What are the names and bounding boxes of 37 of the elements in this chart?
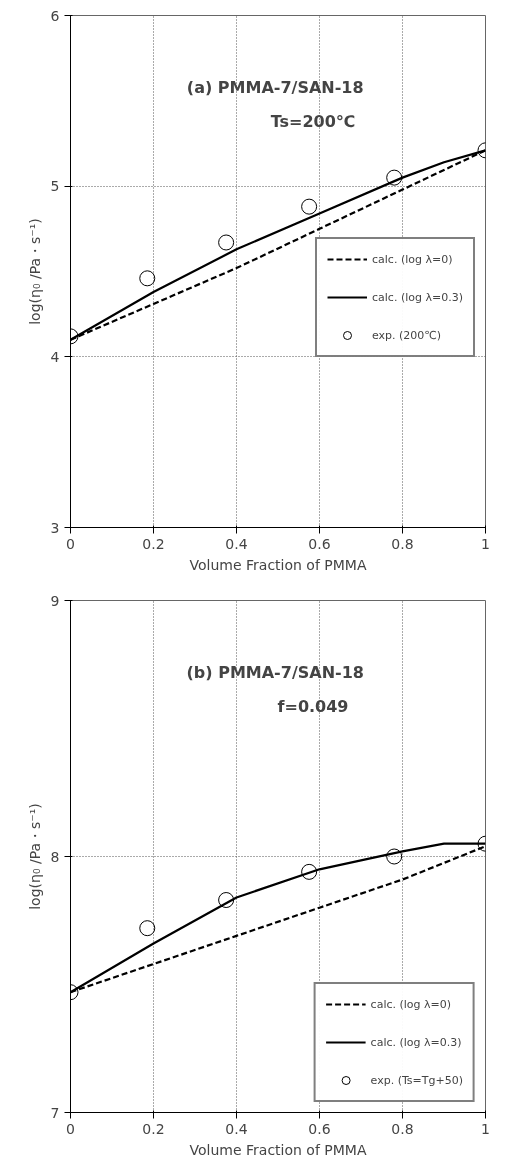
x-tick-label: 0.6: [308, 535, 331, 552]
y-tick-label: 9: [50, 592, 60, 609]
x-axis-title: Volume Fraction of PMMA: [189, 1141, 367, 1158]
x-tick-label: 0.8: [391, 535, 414, 552]
x-tick-label: 0.2: [142, 535, 165, 552]
point: [301, 863, 318, 880]
x-tick-label: 0.4: [225, 1120, 248, 1137]
annotation: (a) PMMA-7/SAN-18: [186, 78, 364, 98]
annotation: Ts=200℃: [270, 111, 356, 131]
x-tick-label: 0: [66, 1120, 75, 1137]
point: [218, 234, 235, 251]
y-tick-label: 6: [50, 7, 60, 24]
x-axis-title: Volume Fraction of PMMA: [189, 556, 367, 573]
y-tick-label: 7: [50, 1104, 60, 1121]
legend-label: calc. (log λ=0): [370, 997, 452, 1011]
legend-label: exp. (200℃): [372, 328, 441, 342]
legend-label: exp. (Ts=Tg+50): [370, 1073, 463, 1087]
annotation: (b) PMMA-7/SAN-18: [186, 663, 364, 683]
y-axis-title: log(η₀ /Pa・s⁻¹): [26, 218, 43, 325]
legend-label: calc. (log λ=0.3): [372, 290, 463, 304]
y-tick-label: 4: [50, 348, 60, 365]
y-tick-label: 3: [50, 519, 60, 536]
x-tick-label: 1: [481, 535, 490, 552]
legend-label: calc. (log λ=0.3): [370, 1035, 462, 1049]
annotation: f=0.049: [277, 696, 349, 716]
y-tick-label: 5: [50, 178, 60, 195]
x-tick-label: 1: [481, 1120, 490, 1137]
x-tick-label: 0: [66, 535, 75, 552]
point: [301, 198, 318, 215]
x-tick-label: 0.4: [225, 535, 248, 552]
y-axis-title: log(η₀ /Pa・s⁻¹): [26, 803, 43, 910]
y-tick-label: 8: [50, 848, 60, 865]
x-tick-label: 0.6: [308, 1120, 331, 1137]
x-tick-label: 0.8: [391, 1120, 414, 1137]
legend-label: calc. (log λ=0): [372, 252, 453, 266]
x-tick-label: 0.2: [142, 1120, 165, 1137]
point: [218, 892, 235, 909]
